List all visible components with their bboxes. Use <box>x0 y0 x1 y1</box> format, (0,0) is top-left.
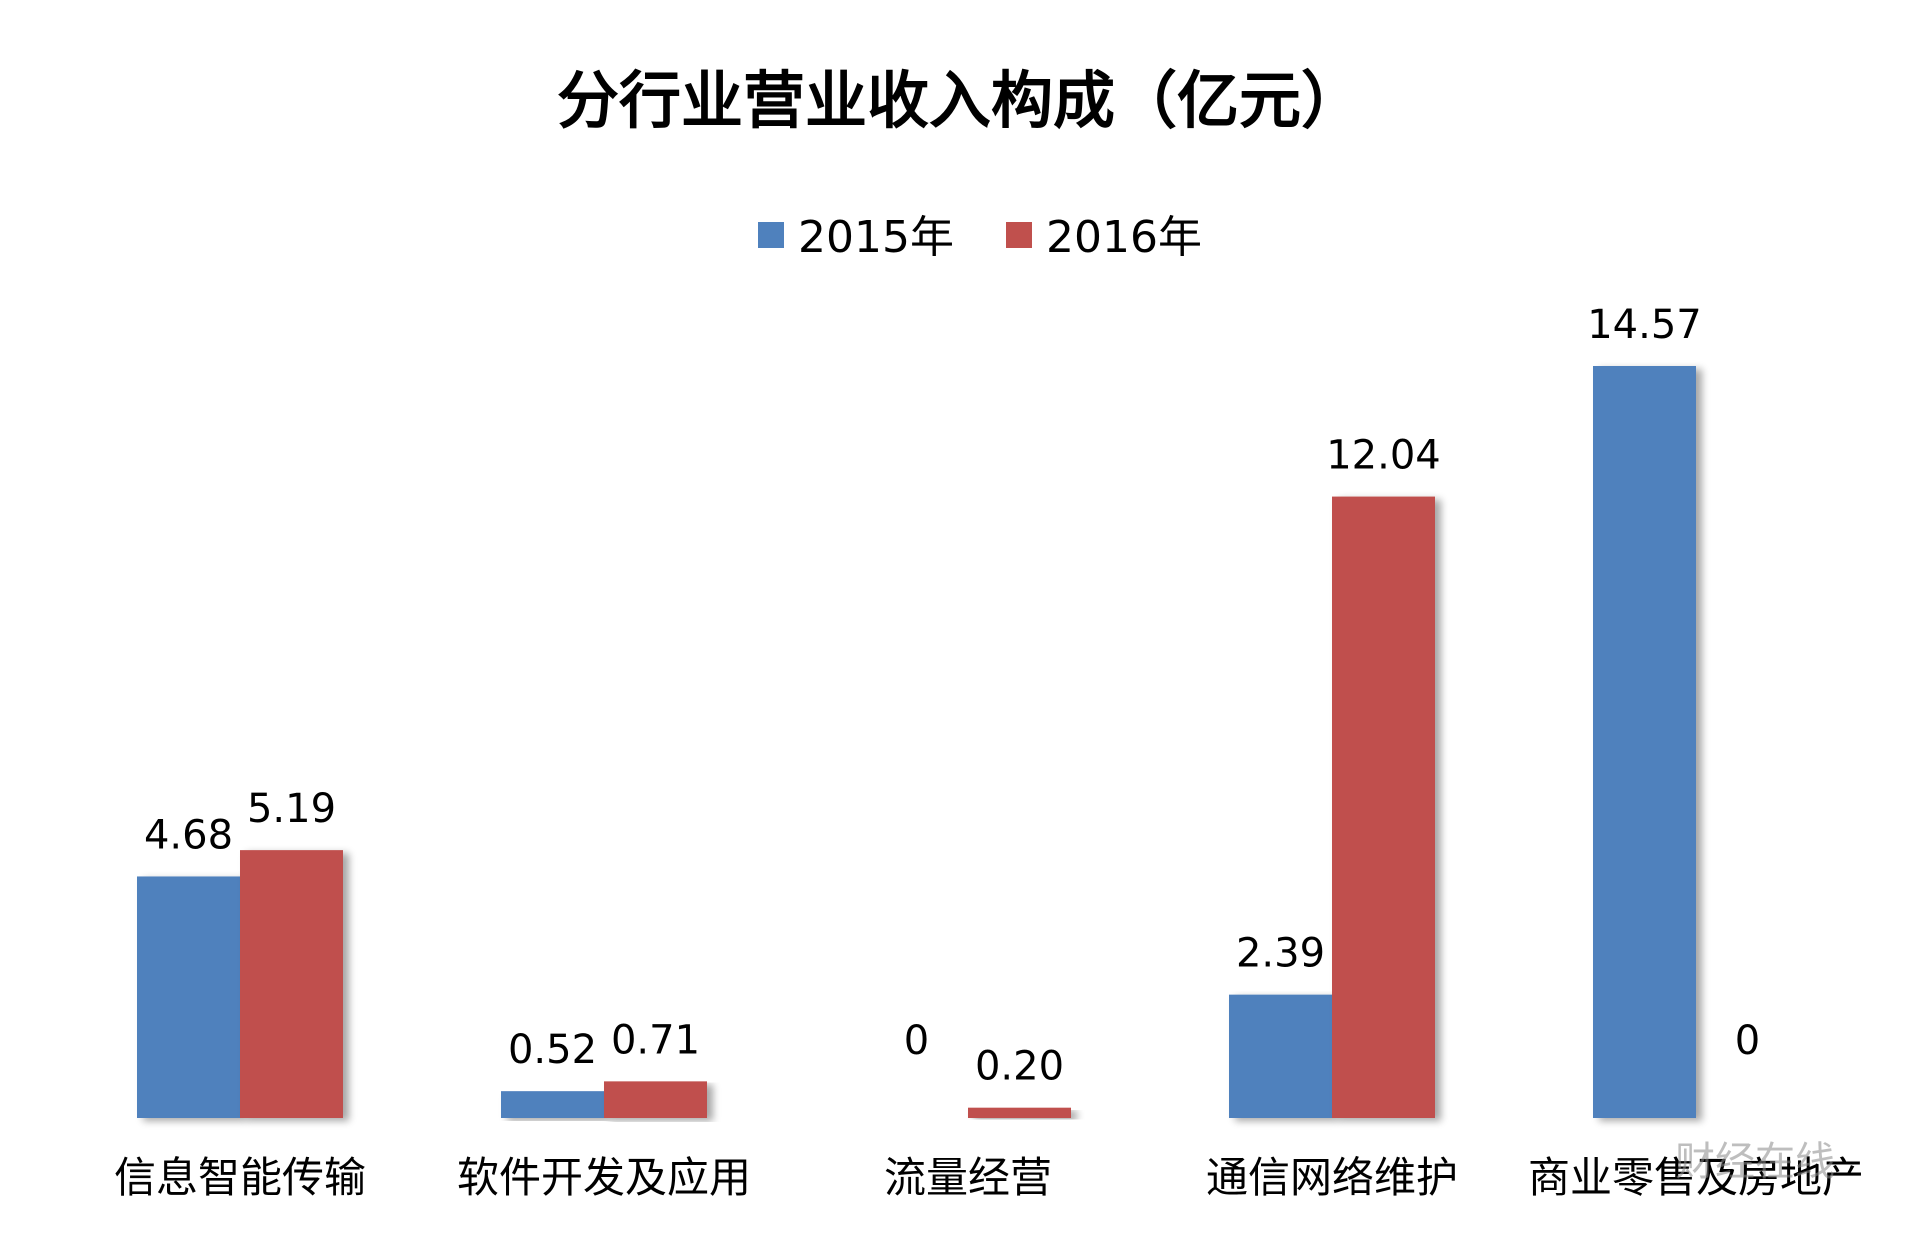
legend: 2015年 2016年 <box>758 212 1202 263</box>
category-labels-group: 信息智能传输 软件开发及应用 流量经营 通信网络维护 商业零售及房地产 <box>114 1153 1864 1202</box>
data-label-2015年-流量经营: 0 <box>904 1018 929 1064</box>
category-label-通信网络维护: 通信网络维护 <box>1206 1153 1458 1202</box>
bar-2015年-软件开发及应用 <box>501 1091 604 1118</box>
bar-2016年-信息智能传输 <box>240 850 343 1118</box>
data-label-2016年-通信网络维护: 12.04 <box>1326 433 1441 479</box>
data-label-2015年-信息智能传输: 4.68 <box>144 812 233 858</box>
bar-2015年-商业零售及房地产 <box>1593 366 1696 1118</box>
bar-2015年-信息智能传输 <box>137 876 240 1118</box>
category-label-商业零售及房地产: 商业零售及房地产 <box>1528 1153 1864 1202</box>
data-label-2016年-信息智能传输: 5.19 <box>247 786 336 832</box>
legend-label-2016年: 2016年 <box>1046 212 1202 263</box>
data-label-2016年-商业零售及房地产: 0 <box>1735 1018 1760 1064</box>
legend-swatch-2015年 <box>758 222 784 248</box>
category-label-流量经营: 流量经营 <box>884 1153 1052 1202</box>
category-label-软件开发及应用: 软件开发及应用 <box>457 1153 751 1202</box>
watermark: 财经在线 <box>1675 1139 1835 1185</box>
data-label-2015年-商业零售及房地产: 14.57 <box>1587 302 1702 348</box>
data-label-2016年-软件开发及应用: 0.71 <box>611 1017 700 1063</box>
bar-2016年-流量经营 <box>968 1107 1071 1118</box>
data-label-2016年-流量经营: 0.20 <box>975 1044 1064 1090</box>
legend-swatch-2016年 <box>1006 222 1032 248</box>
category-label-信息智能传输: 信息智能传输 <box>114 1153 366 1202</box>
bar-2016年-软件开发及应用 <box>604 1081 707 1118</box>
bar-2016年-通信网络维护 <box>1332 496 1435 1118</box>
chart-title: 分行业营业收入构成（亿元） <box>557 64 1363 137</box>
legend-label-2015年: 2015年 <box>798 212 954 263</box>
bar-2015年-通信网络维护 <box>1229 994 1332 1118</box>
bars-group <box>137 366 1696 1118</box>
data-label-2015年-通信网络维护: 2.39 <box>1236 931 1325 977</box>
data-label-2015年-软件开发及应用: 0.52 <box>508 1027 597 1073</box>
data-labels-group: 4.68 5.19 0.52 0.71 0 0.20 2.39 12.04 14.57 0 <box>144 302 1760 1090</box>
